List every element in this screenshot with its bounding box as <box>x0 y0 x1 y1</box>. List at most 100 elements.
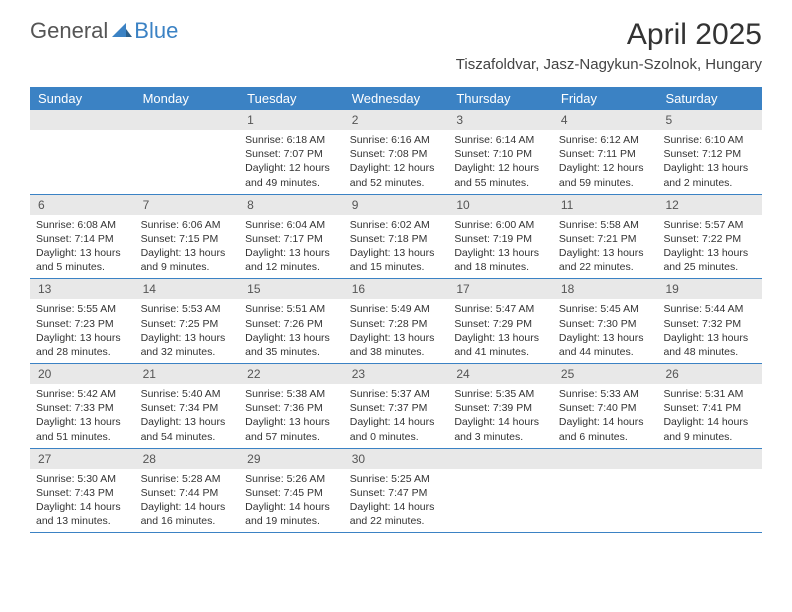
sunrise-text: Sunrise: 6:16 AM <box>350 133 443 147</box>
day-cell: 27Sunrise: 5:30 AMSunset: 7:43 PMDayligh… <box>30 449 135 533</box>
sunset-text: Sunset: 7:11 PM <box>559 147 652 161</box>
day-cell <box>135 110 240 194</box>
day-number: 18 <box>553 279 658 299</box>
day-number: 10 <box>448 195 553 215</box>
sunset-text: Sunset: 7:07 PM <box>245 147 338 161</box>
sunset-text: Sunset: 7:17 PM <box>245 232 338 246</box>
daylight-text: Daylight: 13 hours and 15 minutes. <box>350 246 443 274</box>
sunset-text: Sunset: 7:39 PM <box>454 401 547 415</box>
day-body: Sunrise: 6:10 AMSunset: 7:12 PMDaylight:… <box>657 130 762 194</box>
day-body: Sunrise: 5:42 AMSunset: 7:33 PMDaylight:… <box>30 384 135 448</box>
daylight-text: Daylight: 14 hours and 16 minutes. <box>141 500 234 528</box>
day-header: Wednesday <box>344 87 449 110</box>
logo-text-general: General <box>30 18 108 44</box>
day-number: 17 <box>448 279 553 299</box>
sunset-text: Sunset: 7:37 PM <box>350 401 443 415</box>
daylight-text: Daylight: 13 hours and 44 minutes. <box>559 331 652 359</box>
daylight-text: Daylight: 13 hours and 38 minutes. <box>350 331 443 359</box>
day-body: Sunrise: 5:35 AMSunset: 7:39 PMDaylight:… <box>448 384 553 448</box>
daylight-text: Daylight: 12 hours and 55 minutes. <box>454 161 547 189</box>
sunset-text: Sunset: 7:36 PM <box>245 401 338 415</box>
sunset-text: Sunset: 7:10 PM <box>454 147 547 161</box>
day-number: 28 <box>135 449 240 469</box>
month-title: April 2025 <box>456 18 762 52</box>
day-number-empty <box>657 449 762 469</box>
daylight-text: Daylight: 13 hours and 32 minutes. <box>141 331 234 359</box>
day-body: Sunrise: 6:04 AMSunset: 7:17 PMDaylight:… <box>239 215 344 279</box>
sunset-text: Sunset: 7:28 PM <box>350 317 443 331</box>
day-number: 24 <box>448 364 553 384</box>
sunset-text: Sunset: 7:14 PM <box>36 232 129 246</box>
day-number: 30 <box>344 449 449 469</box>
day-cell: 1Sunrise: 6:18 AMSunset: 7:07 PMDaylight… <box>239 110 344 194</box>
day-number: 2 <box>344 110 449 130</box>
day-body: Sunrise: 6:16 AMSunset: 7:08 PMDaylight:… <box>344 130 449 194</box>
day-cell: 2Sunrise: 6:16 AMSunset: 7:08 PMDaylight… <box>344 110 449 194</box>
day-cell: 3Sunrise: 6:14 AMSunset: 7:10 PMDaylight… <box>448 110 553 194</box>
sunset-text: Sunset: 7:45 PM <box>245 486 338 500</box>
day-cell: 15Sunrise: 5:51 AMSunset: 7:26 PMDayligh… <box>239 279 344 363</box>
daylight-text: Daylight: 13 hours and 48 minutes. <box>663 331 756 359</box>
day-number-empty <box>135 110 240 130</box>
sunrise-text: Sunrise: 6:04 AM <box>245 218 338 232</box>
day-cell <box>553 449 658 533</box>
day-cell <box>30 110 135 194</box>
day-cell: 25Sunrise: 5:33 AMSunset: 7:40 PMDayligh… <box>553 364 658 448</box>
daylight-text: Daylight: 13 hours and 51 minutes. <box>36 415 129 443</box>
sunrise-text: Sunrise: 6:14 AM <box>454 133 547 147</box>
daylight-text: Daylight: 14 hours and 3 minutes. <box>454 415 547 443</box>
day-cell: 19Sunrise: 5:44 AMSunset: 7:32 PMDayligh… <box>657 279 762 363</box>
logo-text-blue: Blue <box>134 18 178 44</box>
day-cell: 13Sunrise: 5:55 AMSunset: 7:23 PMDayligh… <box>30 279 135 363</box>
logo-triangle-icon <box>112 21 132 42</box>
daylight-text: Daylight: 12 hours and 49 minutes. <box>245 161 338 189</box>
sunset-text: Sunset: 7:26 PM <box>245 317 338 331</box>
sunset-text: Sunset: 7:21 PM <box>559 232 652 246</box>
sunset-text: Sunset: 7:12 PM <box>663 147 756 161</box>
day-number: 25 <box>553 364 658 384</box>
daylight-text: Daylight: 13 hours and 2 minutes. <box>663 161 756 189</box>
sunrise-text: Sunrise: 5:51 AM <box>245 302 338 316</box>
sunrise-text: Sunrise: 5:33 AM <box>559 387 652 401</box>
sunrise-text: Sunrise: 5:55 AM <box>36 302 129 316</box>
daylight-text: Daylight: 13 hours and 28 minutes. <box>36 331 129 359</box>
day-body: Sunrise: 5:30 AMSunset: 7:43 PMDaylight:… <box>30 469 135 533</box>
sunset-text: Sunset: 7:40 PM <box>559 401 652 415</box>
day-cell: 11Sunrise: 5:58 AMSunset: 7:21 PMDayligh… <box>553 195 658 279</box>
day-number: 9 <box>344 195 449 215</box>
daylight-text: Daylight: 13 hours and 35 minutes. <box>245 331 338 359</box>
day-number: 20 <box>30 364 135 384</box>
day-cell: 14Sunrise: 5:53 AMSunset: 7:25 PMDayligh… <box>135 279 240 363</box>
day-body: Sunrise: 5:40 AMSunset: 7:34 PMDaylight:… <box>135 384 240 448</box>
day-cell: 26Sunrise: 5:31 AMSunset: 7:41 PMDayligh… <box>657 364 762 448</box>
daylight-text: Daylight: 14 hours and 0 minutes. <box>350 415 443 443</box>
sunset-text: Sunset: 7:22 PM <box>663 232 756 246</box>
sunrise-text: Sunrise: 5:42 AM <box>36 387 129 401</box>
sunrise-text: Sunrise: 5:57 AM <box>663 218 756 232</box>
sunrise-text: Sunrise: 5:58 AM <box>559 218 652 232</box>
daylight-text: Daylight: 12 hours and 59 minutes. <box>559 161 652 189</box>
day-body: Sunrise: 5:45 AMSunset: 7:30 PMDaylight:… <box>553 299 658 363</box>
day-header: Friday <box>553 87 658 110</box>
day-header: Tuesday <box>239 87 344 110</box>
calendar-grid: Sunday Monday Tuesday Wednesday Thursday… <box>30 87 762 533</box>
logo: General Blue <box>30 18 178 44</box>
day-number: 21 <box>135 364 240 384</box>
day-cell: 12Sunrise: 5:57 AMSunset: 7:22 PMDayligh… <box>657 195 762 279</box>
day-number: 5 <box>657 110 762 130</box>
sunrise-text: Sunrise: 6:00 AM <box>454 218 547 232</box>
sunset-text: Sunset: 7:34 PM <box>141 401 234 415</box>
day-body: Sunrise: 5:49 AMSunset: 7:28 PMDaylight:… <box>344 299 449 363</box>
week-row: 1Sunrise: 6:18 AMSunset: 7:07 PMDaylight… <box>30 110 762 195</box>
day-body: Sunrise: 5:25 AMSunset: 7:47 PMDaylight:… <box>344 469 449 533</box>
day-header: Monday <box>135 87 240 110</box>
sunset-text: Sunset: 7:32 PM <box>663 317 756 331</box>
sunset-text: Sunset: 7:44 PM <box>141 486 234 500</box>
sunset-text: Sunset: 7:30 PM <box>559 317 652 331</box>
day-cell: 22Sunrise: 5:38 AMSunset: 7:36 PMDayligh… <box>239 364 344 448</box>
daylight-text: Daylight: 13 hours and 41 minutes. <box>454 331 547 359</box>
day-number-empty <box>553 449 658 469</box>
sunrise-text: Sunrise: 5:53 AM <box>141 302 234 316</box>
day-cell <box>448 449 553 533</box>
day-number: 27 <box>30 449 135 469</box>
